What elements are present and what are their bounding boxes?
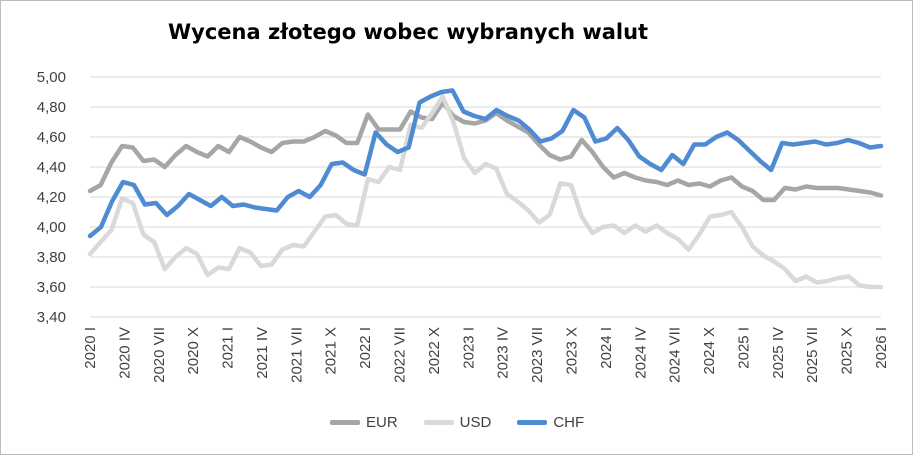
x-tick-label: 2020 IV	[116, 327, 133, 379]
legend-swatch	[330, 419, 360, 425]
series-line-usd	[87, 94, 884, 290]
chart-title: Wycena złotego wobec wybranych walut	[168, 20, 649, 44]
x-tick-label: 2025 VII	[804, 327, 821, 383]
series-line-chf	[87, 88, 884, 239]
legend: EUR USD CHF	[330, 412, 610, 432]
legend-label: EUR	[366, 413, 398, 431]
x-tick-label: 2022 VII	[392, 327, 409, 383]
y-axis-labels: 3,40 3,60 3,80 4,00 4,20 4,40 4,60 4,80 5,00	[37, 69, 66, 326]
y-tick-label: 3,60	[37, 279, 66, 296]
y-tick-label: 3,40	[37, 309, 66, 326]
x-tick-label: 2021 X	[323, 327, 340, 375]
x-tick-label: 2021 IV	[254, 327, 271, 379]
legend-swatch	[517, 419, 548, 425]
x-tick-label: 2023 I	[460, 327, 477, 369]
y-tick-label: 3,80	[37, 249, 66, 266]
x-tick-label: 2025 IV	[770, 327, 787, 379]
x-tick-label: 2023 X	[563, 327, 580, 375]
series-lines	[87, 88, 884, 290]
x-tick-label: 2024 IV	[632, 327, 649, 379]
x-tick-label: 2023 VII	[529, 327, 546, 383]
y-tick-label: 4,60	[37, 129, 66, 146]
x-tick-label: 2023 IV	[495, 327, 512, 379]
legend-label: CHF	[553, 413, 585, 431]
y-tick-label: 4,80	[37, 99, 66, 116]
y-tick-label: 4,40	[37, 159, 66, 176]
y-tick-label: 4,00	[37, 219, 66, 236]
x-tick-label: 2021 VII	[288, 327, 305, 383]
x-tick-label: 2021 I	[220, 327, 237, 369]
x-tick-label: 2020 I	[82, 327, 99, 369]
x-tick-label: 2022 X	[426, 327, 443, 375]
x-tick-label: 2020 X	[185, 327, 202, 375]
legend-item-usd: USD	[423, 413, 492, 431]
legend-item-eur: EUR	[330, 414, 398, 431]
x-tick-label: 2022 I	[357, 327, 374, 369]
x-tick-label: 2024 X	[701, 327, 718, 375]
x-axis-labels: 2020 I 2020 IV 2020 VII 2020 X 2021 I 2021 IV…	[82, 327, 890, 383]
x-tick-label: 2020 VII	[151, 327, 168, 383]
x-tick-label: 2024 VII	[667, 327, 684, 383]
x-tick-label: 2024 I	[598, 327, 615, 369]
legend-item-chf: CHF	[517, 414, 584, 431]
y-tick-label: 5,00	[37, 69, 66, 86]
x-tick-label: 2026 I	[873, 327, 890, 369]
x-tick-label: 2025 I	[735, 327, 752, 369]
x-tick-label: 2025 X	[839, 327, 856, 375]
gridlines	[90, 76, 881, 318]
legend-swatch	[423, 419, 454, 425]
legend-label: USD	[459, 413, 492, 431]
y-tick-label: 4,20	[37, 189, 66, 206]
